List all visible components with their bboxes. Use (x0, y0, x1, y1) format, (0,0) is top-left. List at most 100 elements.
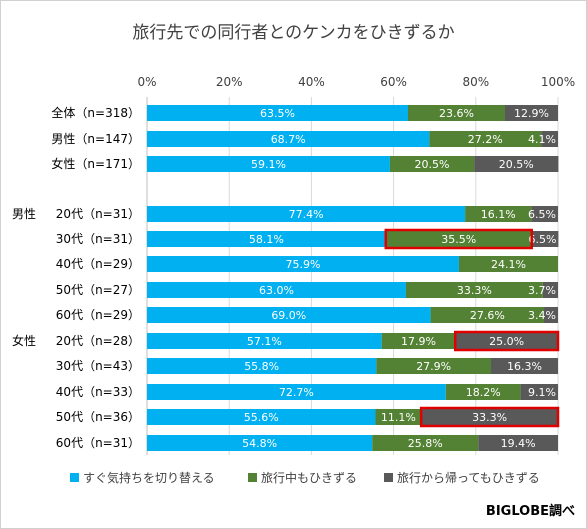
data-label: 24.1% (491, 258, 526, 271)
data-label: 16.1% (481, 208, 516, 221)
category-label: 20代（n=31） (56, 207, 140, 221)
bar-segment (531, 231, 559, 247)
data-label: 27.6% (470, 309, 505, 322)
bar-segment (372, 435, 479, 451)
bar-segment (147, 105, 408, 121)
bar-segment (147, 409, 376, 425)
category-label: 40代（n=33） (56, 385, 140, 399)
legend-label: 旅行から帰ってもひきずる (397, 471, 540, 485)
data-label: 9.1% (528, 386, 556, 399)
data-label: 77.4% (289, 208, 324, 221)
bar-segment (429, 131, 542, 147)
category-label: 20代（n=28） (56, 334, 140, 348)
data-label: 35.5% (441, 233, 476, 246)
legend-swatch (248, 473, 257, 482)
bar-segment (147, 156, 390, 172)
bar-segment (491, 358, 558, 374)
data-label: 23.6% (439, 107, 474, 120)
category-label: 女性（n=171） (51, 156, 140, 171)
data-label: 4.1% (528, 133, 556, 146)
bar-segment (445, 384, 521, 400)
data-label: 20.5% (499, 158, 534, 171)
bar-segment (520, 384, 558, 400)
source-credit: BIGLOBE調べ (485, 504, 575, 519)
data-label: 27.9% (416, 360, 451, 373)
data-label: 57.1% (247, 335, 282, 348)
data-label: 55.8% (244, 360, 279, 373)
bar-segment (147, 282, 406, 298)
data-label: 3.7% (528, 284, 556, 297)
data-label: 63.0% (259, 284, 294, 297)
bar-segment (407, 105, 505, 121)
data-label: 69.0% (271, 309, 306, 322)
data-label: 19.4% (501, 437, 536, 450)
category-label: 60代（n=31） (56, 436, 140, 450)
data-label: 6.5% (528, 208, 556, 221)
highlight-box (384, 228, 533, 250)
bar-segment (389, 156, 475, 172)
bar-segment (147, 358, 377, 374)
data-label: 17.9% (401, 335, 436, 348)
bar-segment (465, 206, 532, 222)
bar-segment (385, 231, 532, 247)
data-label: 25.8% (408, 437, 443, 450)
x-tick-label: 80% (462, 75, 489, 89)
bar-segment (147, 256, 459, 272)
bar-segment (147, 333, 382, 349)
legend-swatch (70, 473, 79, 482)
data-label: 33.3% (457, 284, 492, 297)
bar-segment (430, 307, 545, 323)
data-label: 3.4% (528, 309, 556, 322)
category-label: 30代（n=43） (56, 359, 140, 373)
data-label: 63.5% (260, 107, 295, 120)
group-label: 男性 (12, 207, 36, 221)
x-tick-label: 0% (137, 75, 156, 89)
data-label: 11.1% (381, 411, 416, 424)
data-label: 25.0% (489, 335, 524, 348)
bar-segment (147, 384, 446, 400)
category-label: 男性（n=147） (51, 132, 140, 146)
data-label: 33.3% (472, 411, 507, 424)
x-tick-label: 40% (298, 75, 325, 89)
x-tick-label: 100% (541, 75, 575, 89)
category-label: 50代（n=27） (56, 283, 140, 297)
highlight-box (454, 330, 560, 352)
bar-segment (531, 206, 558, 222)
data-label: 54.8% (242, 437, 277, 450)
data-label: 6.5% (528, 233, 556, 246)
data-label: 27.2% (468, 133, 503, 146)
data-label: 12.9% (514, 107, 549, 120)
bar-segment (147, 435, 373, 451)
chart-title: 旅行先での同行者とのケンカをひきずるか (132, 23, 455, 43)
bar-segment (421, 409, 558, 425)
x-tick-label: 60% (380, 75, 407, 89)
bar-segment (147, 131, 430, 147)
highlight-box (419, 406, 560, 428)
group-label: 女性 (12, 333, 36, 348)
bar-segment (542, 282, 558, 298)
bar-segment (458, 256, 558, 272)
category-label: 40代（n=29） (56, 257, 140, 271)
data-label: 55.6% (244, 411, 279, 424)
bar-segment (504, 105, 558, 121)
bar-segment (376, 358, 492, 374)
bar-segment (381, 333, 456, 349)
data-label: 72.7% (279, 386, 314, 399)
category-label: 50代（n=36） (56, 410, 140, 424)
bar-segment (405, 282, 543, 298)
legend-swatch (384, 473, 393, 482)
data-label: 20.5% (415, 158, 450, 171)
data-label: 16.3% (507, 360, 542, 373)
category-label: 全体（n=318） (51, 105, 140, 120)
legend-label: すぐ気持ちを切り替える (83, 470, 215, 485)
x-tick-label: 20% (216, 75, 243, 89)
bar-segment (147, 206, 466, 222)
bar-segment (455, 333, 558, 349)
data-label: 68.7% (271, 133, 306, 146)
data-label: 58.1% (249, 233, 284, 246)
bar-segment (147, 307, 431, 323)
bar-segment (544, 307, 558, 323)
legend-label: 旅行中もひきずる (261, 470, 357, 485)
bar-segment (375, 409, 422, 425)
